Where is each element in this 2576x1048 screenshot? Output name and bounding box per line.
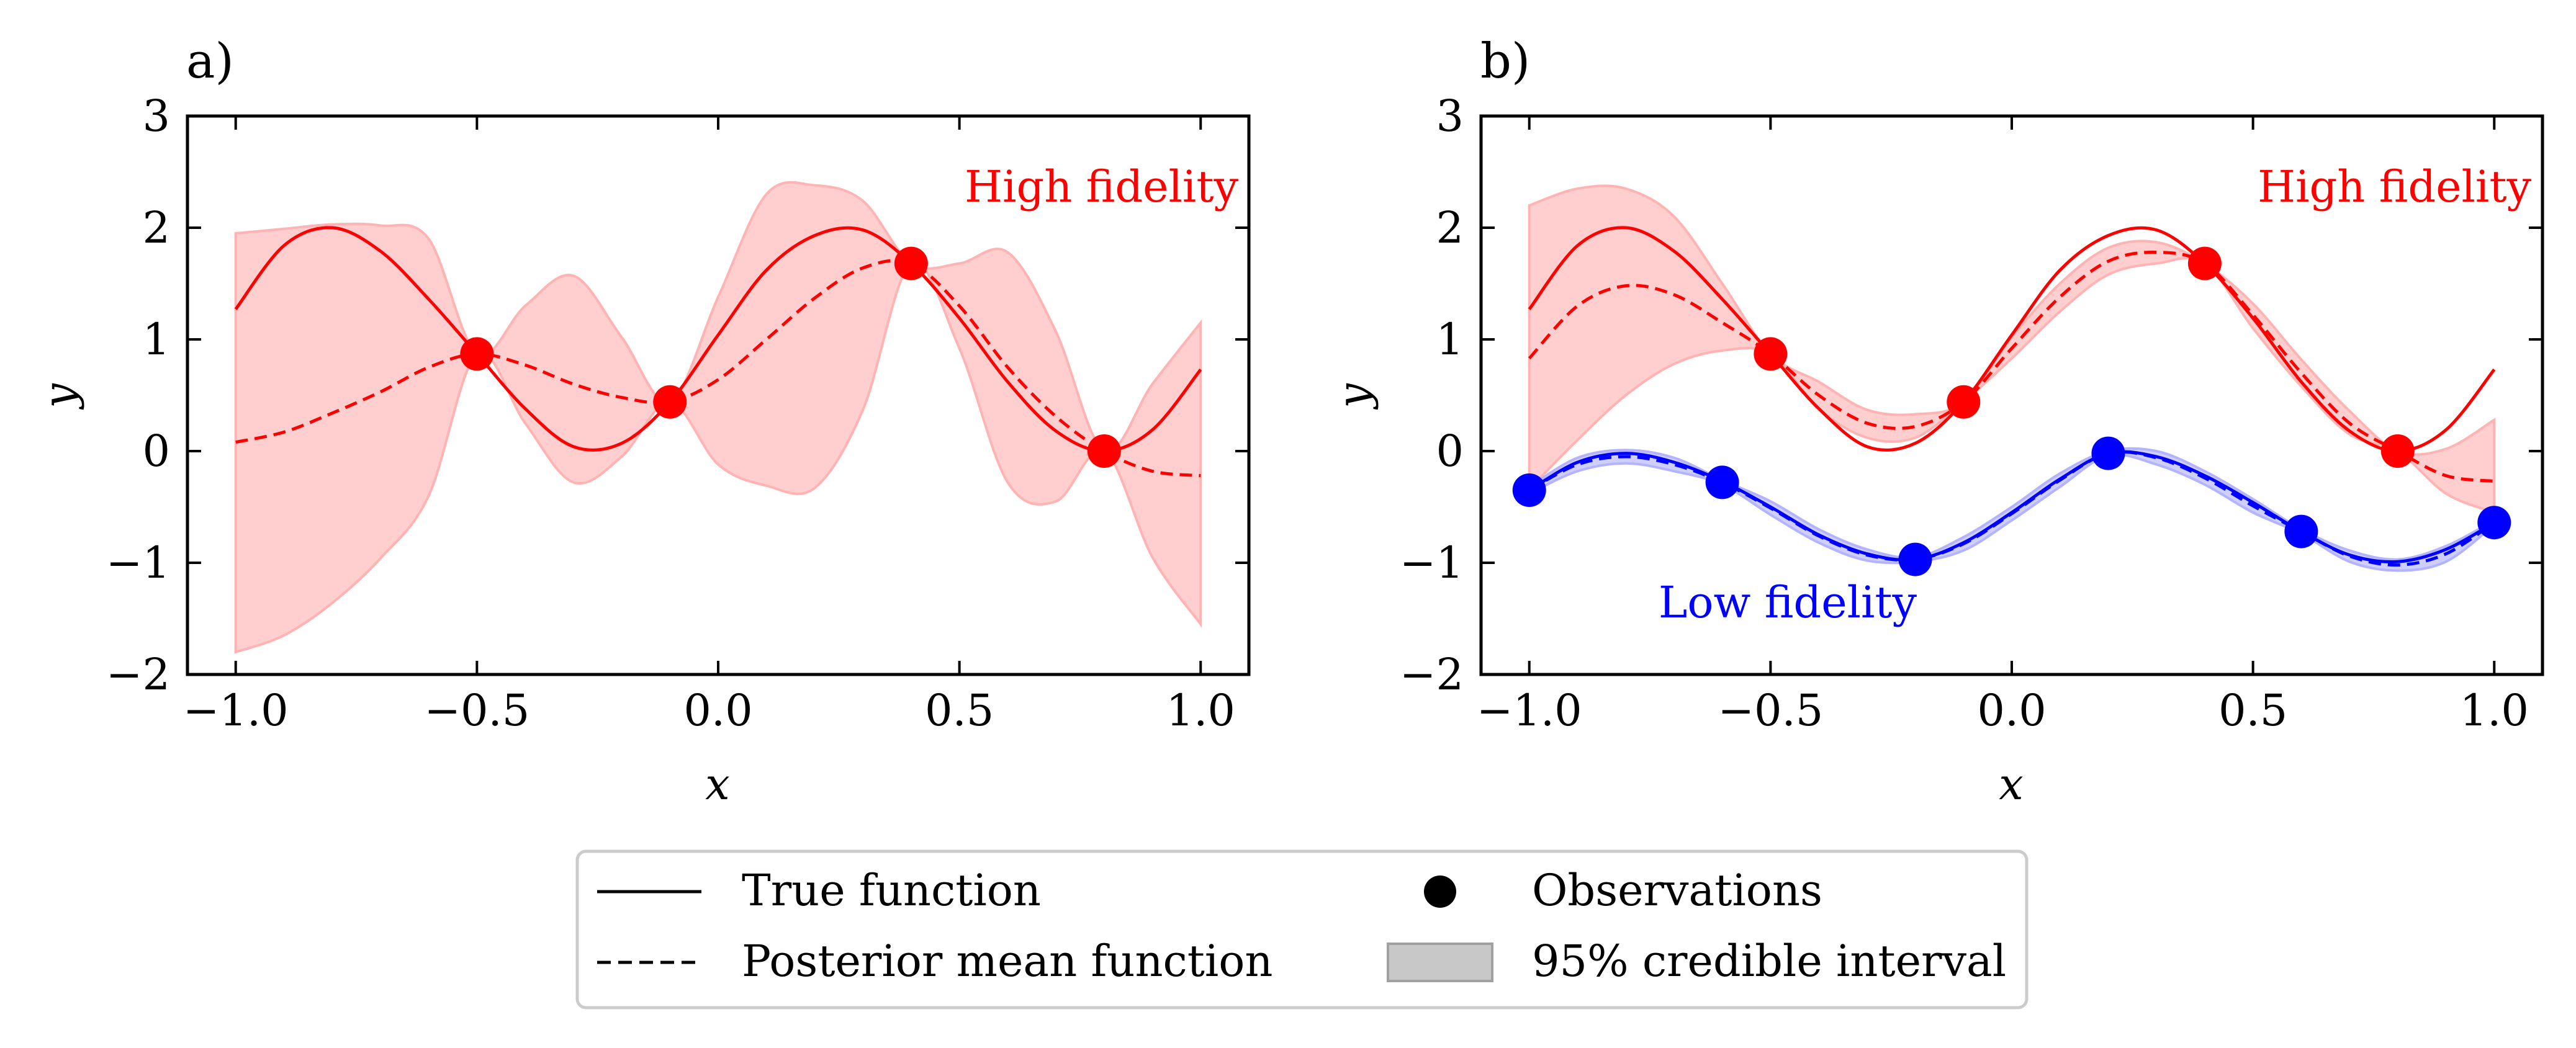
high-fidelity-annotation: High fidelity — [965, 161, 1238, 212]
high-fidelity-true-line — [234, 226, 1202, 453]
low-fidelity-annotation: Low fidelity — [1659, 577, 1917, 628]
low-fidelity-mean-line — [1528, 450, 2495, 567]
high-fidelity-credible-band — [234, 181, 1202, 654]
plot-area: −1.0 −0.5 0.0 0.5 1.0 −2 −1 0 1 2 3 — [106, 91, 1251, 736]
high-fidelity-observation-point — [1754, 337, 1788, 371]
x-tick-label: 1.0 — [2460, 685, 2529, 736]
low-fidelity-observation-point — [1898, 542, 1932, 576]
panel-label: a) — [186, 34, 234, 89]
y-tick-label: 2 — [1436, 202, 1464, 253]
legend-item-credible-interval: 95% credible interval — [1532, 936, 2006, 987]
legend-item-observations: Observations — [1532, 865, 1822, 916]
y-tick-label: 1 — [142, 314, 170, 365]
x-axis-label: x — [1999, 759, 2023, 810]
y-tick-label: −1 — [106, 537, 170, 588]
low-fidelity-observation-point — [2091, 436, 2125, 470]
high-fidelity-observation-point — [653, 385, 687, 419]
high-fidelity-observation-point — [1087, 434, 1121, 468]
low-fidelity-observation-point — [1705, 465, 1739, 499]
x-tick-label: −0.5 — [1718, 685, 1823, 736]
high-fidelity-observation-point — [2380, 434, 2415, 468]
panel-b: b) −1.0 −0.5 0.0 0.5 1.0 −2 −1 0 1 2 3 x y High fi… — [1328, 34, 2544, 810]
curves — [234, 181, 1202, 654]
legend: True function Observations Posterior mea… — [575, 849, 2029, 1010]
y-tick-label: −2 — [1400, 649, 1464, 700]
low-fidelity-credible-band — [1528, 447, 2496, 572]
y-tick-label: −2 — [106, 649, 170, 700]
x-tick-label: −0.5 — [424, 685, 529, 736]
low-fidelity-observation-point — [2477, 506, 2511, 540]
y-tick-label: 2 — [142, 202, 170, 253]
high-fidelity-true-line — [1528, 226, 2496, 453]
high-fidelity-annotation: High fidelity — [2258, 161, 2531, 212]
panel-label: b) — [1480, 34, 1530, 89]
legend-band-icon — [1387, 943, 1493, 982]
legend-item-posterior-mean: Posterior mean function — [742, 936, 1272, 987]
low-fidelity-observation-point — [1512, 473, 1546, 507]
y-axis-label: y — [1328, 383, 1379, 410]
y-tick-label: −1 — [1400, 537, 1464, 588]
high-fidelity-observation-point — [460, 337, 494, 371]
y-tick-label: 3 — [142, 91, 170, 141]
curves — [1528, 184, 2496, 572]
x-axis-label: x — [705, 759, 729, 810]
legend-item-true-function: True function — [742, 865, 1041, 916]
x-tick-label: −1.0 — [183, 685, 289, 736]
high-fidelity-mean-line — [235, 259, 1201, 478]
legend-frame — [575, 849, 2029, 1010]
y-tick-label: 1 — [1436, 314, 1464, 365]
y-tick-label: 0 — [1436, 426, 1464, 477]
high-fidelity-observation-point — [894, 246, 928, 280]
x-tick-label: 0.5 — [925, 685, 994, 736]
low-fidelity-observation-point — [2284, 514, 2318, 549]
y-tick-label: 0 — [142, 426, 170, 477]
x-tick-label: −1.0 — [1477, 685, 1582, 736]
x-tick-label: 0.5 — [2218, 685, 2287, 736]
legend-dot-icon — [1424, 876, 1456, 908]
plot-area: −1.0 −0.5 0.0 0.5 1.0 −2 −1 0 1 2 3 — [1400, 91, 2544, 736]
high-fidelity-observation-point — [2187, 246, 2222, 280]
x-tick-label: 0.0 — [1977, 685, 2046, 736]
y-tick-label: 3 — [1436, 91, 1464, 141]
high-fidelity-observation-point — [1947, 385, 1981, 419]
y-axis-label: y — [34, 383, 85, 410]
panel-a: a) −1.0 −0.5 0.0 0.5 1.0 −2 −1 0 1 2 3 x y High fi… — [34, 34, 1251, 810]
high-fidelity-mean-line — [1528, 251, 2495, 483]
x-tick-label: 0.0 — [683, 685, 752, 736]
x-tick-label: 1.0 — [1166, 685, 1235, 736]
